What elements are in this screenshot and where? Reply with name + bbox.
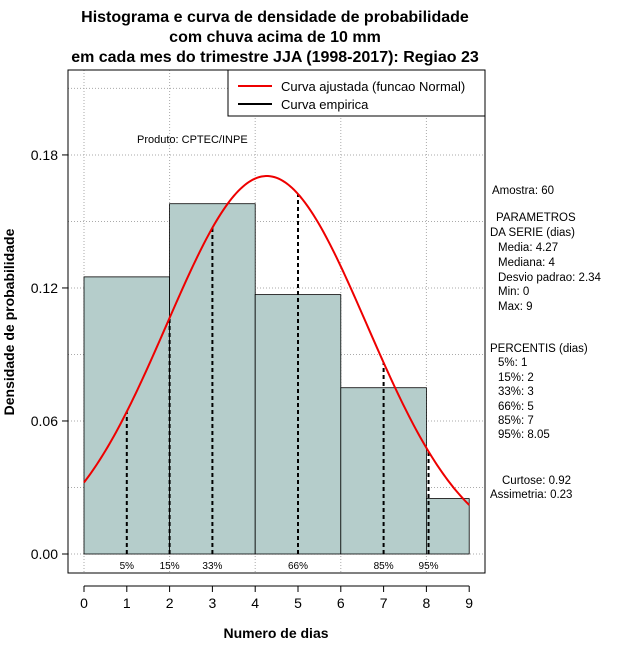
percentile-33: 33%: 3 — [498, 386, 534, 398]
x-tick-label-9: 9 — [465, 595, 473, 611]
x-tick-label-1: 1 — [123, 595, 131, 611]
chart-title-line-2: com chuva acima de 10 mm — [169, 29, 381, 46]
percentile-95: 95%: 8.05 — [498, 429, 550, 441]
normal-curve-layer — [83, 175, 470, 506]
sample-size: Amostra: 60 — [492, 185, 554, 197]
y-tick-label-0.18: 0.18 — [31, 147, 58, 163]
percentile-label-4: 85% — [374, 561, 394, 572]
percentile-5: 5%: 1 — [498, 357, 527, 369]
percentile-label-5: 95% — [419, 561, 439, 572]
stat-skewness: Assimetria: 0.23 — [490, 489, 572, 501]
histogram-bar — [425, 498, 470, 555]
chart-title-line-3: em cada mes do trimestre JJA (1998-2017)… — [71, 49, 479, 66]
x-tick-label-3: 3 — [209, 595, 217, 611]
x-tick-label-2: 2 — [166, 595, 174, 611]
x-tick-label-6: 6 — [337, 595, 345, 611]
chart-title-line-1: Histograma e curva de densidade de proba… — [81, 9, 469, 26]
y-tick-label-0.12: 0.12 — [31, 280, 58, 296]
percentile-66: 66%: 5 — [498, 401, 534, 413]
percentile-label-2: 33% — [202, 561, 222, 572]
stat-max: Max: 9 — [498, 301, 533, 313]
stat-sd: Desvio padrao: 2.34 — [498, 272, 602, 284]
percentile-85: 85%: 7 — [498, 415, 534, 427]
histogram-bar — [83, 276, 170, 555]
stat-mean: Media: 4.27 — [498, 242, 558, 254]
product-annotation: Produto: CPTEC/INPE — [137, 134, 248, 146]
x-axis-label: Numero de dias — [223, 625, 328, 641]
x-tick-label-0: 0 — [80, 595, 88, 611]
stat-median: Mediana: 4 — [498, 257, 556, 269]
params-title-2: DA SERIE (dias) — [490, 227, 575, 239]
stat-min: Min: 0 — [498, 286, 529, 298]
x-tick-label-7: 7 — [380, 595, 388, 611]
percentile-15: 15%: 2 — [498, 372, 534, 384]
y-tick-label-0.00: 0.00 — [31, 546, 58, 562]
percentile-label-0: 5% — [120, 561, 135, 572]
y-tick-label-0.06: 0.06 — [31, 413, 58, 429]
y-axis-label: Densidade de probabilidade — [1, 228, 17, 415]
percentiles-title: PERCENTIS (dias) — [490, 343, 588, 355]
percentile-markers: 5% 15% 33% 66% 85% 95% — [120, 193, 439, 572]
x-tick-label-4: 4 — [251, 595, 259, 611]
legend: Curva ajustada (funcao Normal) Curva emp… — [227, 69, 486, 117]
stats-panel: Amostra: 60 PARAMETROS DA SERIE (dias) M… — [490, 185, 602, 501]
stat-kurtosis: Curtose: 0.92 — [502, 475, 571, 487]
legend-box — [227, 69, 486, 117]
percentile-label-3: 66% — [288, 561, 308, 572]
legend-label-empirical: Curva empirica — [281, 97, 369, 112]
x-tick-label-8: 8 — [423, 595, 431, 611]
histogram-bar — [340, 387, 427, 555]
params-title-1: PARAMETROS — [496, 212, 576, 224]
legend-label-normal: Curva ajustada (funcao Normal) — [281, 79, 465, 94]
x-tick-label-5: 5 — [294, 595, 302, 611]
normal-fit-curve — [83, 175, 470, 506]
percentile-label-1: 15% — [160, 561, 180, 572]
